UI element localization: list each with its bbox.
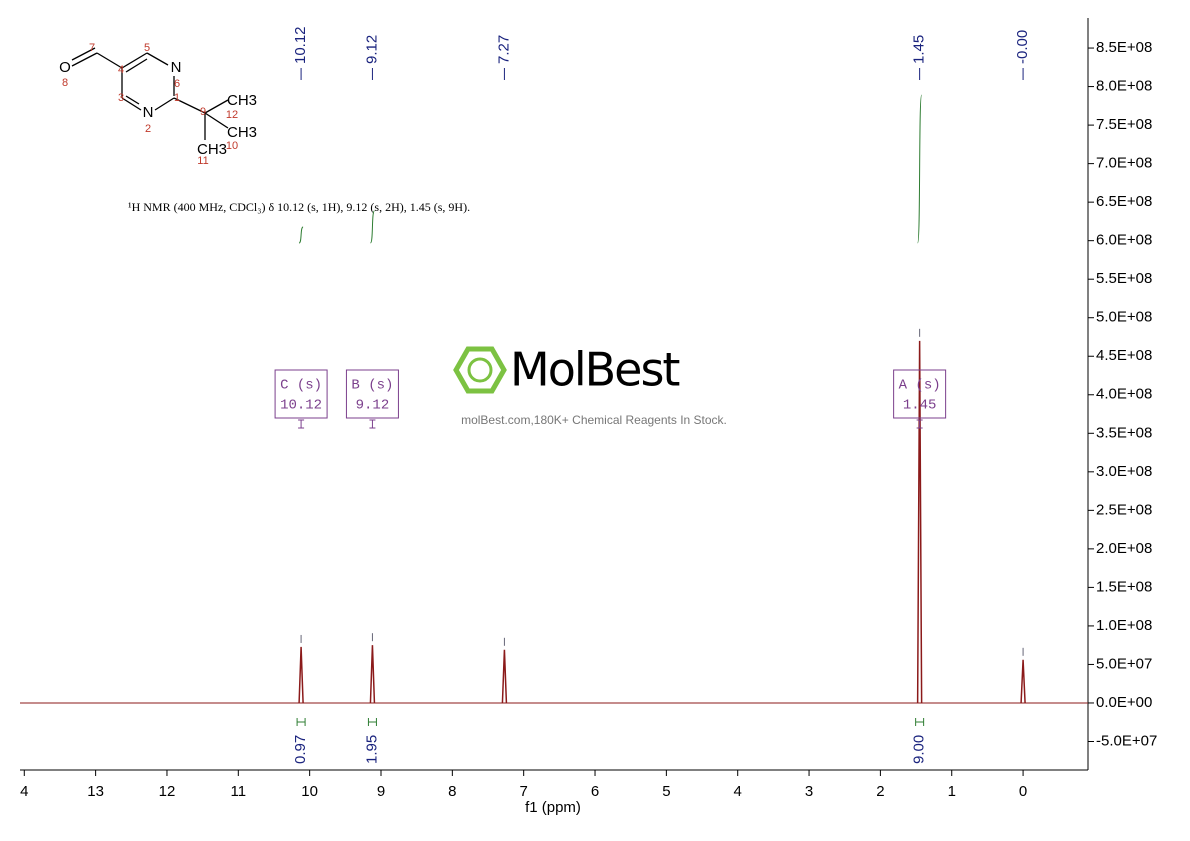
- y-tick-label: -5.0E+07: [1096, 732, 1157, 749]
- atom-label: N: [171, 59, 182, 76]
- multiplet-marker: [916, 419, 923, 429]
- multiplet-label: C (s): [280, 378, 322, 394]
- multiplet-label: B (s): [351, 378, 393, 394]
- y-tick-label: 4.5E+08: [1096, 347, 1152, 364]
- y-tick-label: 4.0E+08: [1096, 386, 1152, 403]
- atom-label: N: [143, 104, 154, 121]
- atom-number: 7: [89, 42, 95, 54]
- atom-number: 11: [197, 155, 208, 167]
- y-tick-label: 6.0E+08: [1096, 232, 1152, 249]
- x-tick-label: 9: [377, 783, 385, 800]
- atom-number: 1: [174, 92, 180, 104]
- atom-number: 10: [226, 140, 238, 152]
- multiplet-shift: 1.45: [903, 398, 937, 414]
- integral-curve: [298, 226, 304, 244]
- x-axis-label: f1 (ppm): [525, 799, 581, 816]
- integral-label: 1.95: [363, 735, 380, 764]
- structure-bonds: [71, 47, 229, 140]
- x-tick-label: 1: [948, 783, 956, 800]
- y-tick-label: 7.0E+08: [1096, 155, 1152, 172]
- integral-label: 9.00: [911, 735, 928, 764]
- watermark-brand: MolBest: [510, 343, 679, 397]
- integral-curve: [369, 210, 375, 244]
- atom-number: 4: [118, 64, 124, 76]
- multiplet-marker: [369, 419, 376, 429]
- x-tick-label: 3: [805, 783, 813, 800]
- y-tick-label: 0.0E+00: [1096, 694, 1152, 711]
- x-tick-label: 7: [520, 783, 528, 800]
- multiplet-box: [274, 369, 328, 419]
- atom-label: CH3: [227, 124, 257, 141]
- peak: [916, 340, 923, 703]
- y-tick-label: 5.0E+08: [1096, 309, 1152, 326]
- peak: [501, 649, 508, 703]
- integral-bracket: [296, 718, 306, 726]
- multiplet-box: [893, 369, 947, 419]
- y-tick-label: 2.5E+08: [1096, 501, 1152, 518]
- multiplet-shift: 9.12: [356, 398, 390, 414]
- atom-label: CH3: [197, 141, 227, 158]
- integral-bracket: [915, 718, 925, 726]
- peak: [369, 645, 376, 703]
- x-tick-label: 10: [301, 783, 318, 800]
- atom-number: 9: [200, 106, 206, 118]
- x-tick-label: 11: [231, 783, 247, 800]
- integral-label: 0.97: [292, 735, 309, 764]
- y-tick-label: 3.0E+08: [1096, 463, 1152, 480]
- atom-number: 12: [226, 109, 238, 121]
- x-tick-label: 13: [87, 783, 104, 800]
- x-tick-label: 6: [591, 783, 599, 800]
- watermark-logo: [453, 346, 507, 394]
- atom-label: CH3: [227, 92, 257, 109]
- x-tick-label: 4: [734, 783, 742, 800]
- integral-bracket: [367, 718, 377, 726]
- y-tick-label: 6.5E+08: [1096, 193, 1152, 210]
- integral-curve: [917, 94, 923, 244]
- y-tick-label: 5.5E+08: [1096, 270, 1152, 287]
- peak-label: -0.00: [1014, 30, 1031, 64]
- y-tick-label: 3.5E+08: [1096, 424, 1152, 441]
- y-tick-label: 8.5E+08: [1096, 39, 1152, 56]
- y-tick-label: 5.0E+07: [1096, 655, 1152, 672]
- y-tick-label: 1.5E+08: [1096, 578, 1152, 595]
- x-tick-label: 4: [20, 783, 28, 800]
- watermark-tagline: molBest.com,180K+ Chemical Reagents In S…: [461, 413, 727, 427]
- peak: [1020, 659, 1026, 704]
- peak-label: 7.27: [495, 35, 512, 64]
- y-tick-label: 1.0E+08: [1096, 617, 1152, 634]
- atom-number: 5: [144, 42, 150, 54]
- peak-label: 10.12: [292, 26, 309, 64]
- peak: [298, 646, 304, 703]
- multiplet-label: A (s): [899, 378, 941, 394]
- atom-number: 2: [145, 123, 151, 135]
- atom-number: 8: [62, 77, 68, 89]
- atom-number: 6: [174, 78, 180, 90]
- y-tick-label: 8.0E+08: [1096, 78, 1152, 95]
- x-tick-label: 8: [448, 783, 456, 800]
- nmr-annotation: ¹H NMR (400 MHz, CDCl₃) δ 10.12 (s, 1H),…: [128, 200, 470, 214]
- x-tick-label: 2: [876, 783, 884, 800]
- multiplet-shift: 10.12: [280, 398, 322, 414]
- multiplet-marker: [298, 419, 305, 429]
- atom-number: 3: [118, 92, 124, 104]
- x-tick-label: 0: [1019, 783, 1027, 800]
- x-tick-label: 12: [159, 783, 176, 800]
- x-tick-label: 5: [662, 783, 670, 800]
- y-tick-label: 7.5E+08: [1096, 116, 1152, 133]
- peak-label: 1.45: [911, 35, 928, 64]
- multiplet-box: [345, 369, 399, 419]
- peak-label: 9.12: [363, 35, 380, 64]
- atom-label: O: [59, 59, 71, 76]
- y-tick-label: 2.0E+08: [1096, 540, 1152, 557]
